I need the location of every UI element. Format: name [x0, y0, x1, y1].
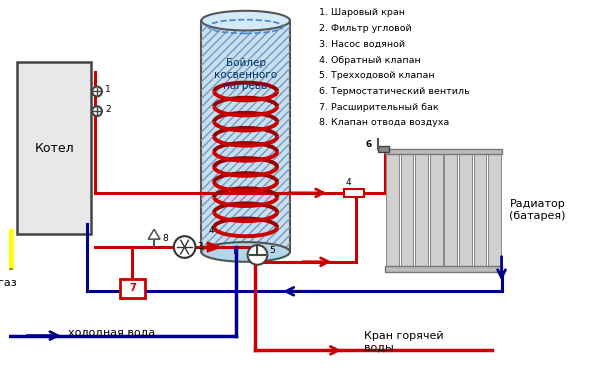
Bar [445, 152, 457, 268]
Bar [202, 21, 290, 252]
Text: Котел: Котел [34, 142, 74, 155]
Text: Радиатор
(батарея): Радиатор (батарея) [509, 199, 566, 221]
Text: 7: 7 [129, 283, 136, 293]
Bar [473, 152, 486, 268]
Text: газ: газ [0, 279, 17, 288]
Bar [459, 152, 472, 268]
Bar [17, 62, 91, 234]
Text: 4: 4 [346, 178, 352, 187]
Bar [202, 21, 290, 252]
Text: 7. Расширительный бак: 7. Расширительный бак [319, 103, 439, 112]
Text: 5. Трехходовой клапан: 5. Трехходовой клапан [319, 71, 435, 80]
Bar [344, 189, 364, 197]
Text: 2. Фильтр угловой: 2. Фильтр угловой [319, 24, 412, 33]
Bar [401, 152, 413, 268]
Text: холодная вода: холодная вода [68, 328, 156, 338]
Polygon shape [207, 242, 221, 252]
Bar [430, 152, 443, 268]
Circle shape [92, 86, 102, 96]
Text: 4: 4 [208, 226, 214, 235]
Text: 3: 3 [197, 242, 203, 251]
Text: 2: 2 [105, 105, 110, 114]
Bar [385, 266, 502, 272]
Ellipse shape [202, 11, 290, 30]
Bar [385, 149, 502, 154]
Text: 1. Шаровый кран: 1. Шаровый кран [319, 8, 406, 17]
Text: 1: 1 [105, 85, 110, 94]
Bar [386, 152, 399, 268]
Circle shape [92, 106, 102, 116]
Text: Бойлер
косвенного
нагрева: Бойлер косвенного нагрева [214, 58, 277, 91]
Bar [488, 152, 500, 268]
Circle shape [174, 236, 196, 258]
Text: 6: 6 [366, 139, 372, 149]
Bar [119, 279, 145, 298]
Polygon shape [148, 229, 160, 239]
Text: Кран горячей
воды: Кран горячей воды [364, 331, 443, 352]
Bar [377, 146, 389, 151]
Bar [415, 152, 428, 268]
Text: 4. Обратный клапан: 4. Обратный клапан [319, 56, 421, 65]
Circle shape [248, 245, 268, 265]
Ellipse shape [202, 242, 290, 262]
Text: 3. Насос водяной: 3. Насос водяной [319, 40, 406, 49]
Text: 5: 5 [269, 246, 275, 255]
Text: 6. Термостатический вентиль: 6. Термостатический вентиль [319, 87, 470, 96]
Text: 8. Клапан отвода воздуха: 8. Клапан отвода воздуха [319, 118, 450, 128]
Text: 8: 8 [162, 234, 168, 243]
